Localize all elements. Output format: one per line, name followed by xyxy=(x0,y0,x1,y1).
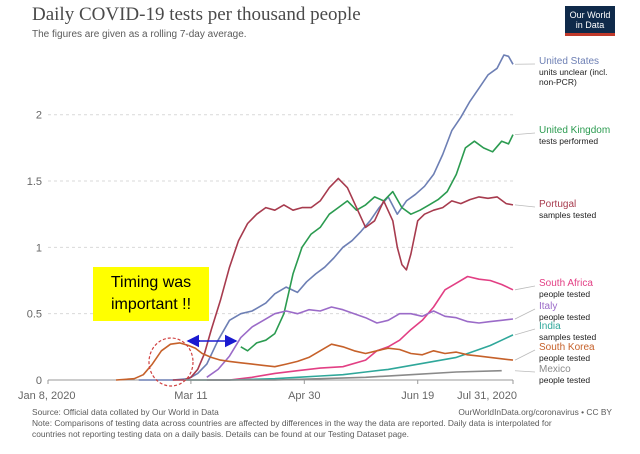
series-name-label: Mexico xyxy=(539,364,571,375)
logo-text-line2: in Data xyxy=(575,20,605,30)
annotation-line1: Timing was xyxy=(110,274,192,291)
label-connector xyxy=(514,370,536,373)
series-name-label: Portugal xyxy=(539,199,576,210)
y-tick-label: 0 xyxy=(36,375,42,387)
x-tick-label: Jan 8, 2020 xyxy=(18,390,76,402)
y-tick-label: 0.5 xyxy=(27,309,42,321)
series-line xyxy=(184,369,502,381)
y-tick-label: 1 xyxy=(36,242,42,254)
owid-logo[interactable]: Our World in Data xyxy=(565,6,615,36)
series-sub-label: people tested xyxy=(539,353,590,363)
label-connector xyxy=(514,328,536,336)
x-axis-ticks: Jan 8, 2020 Mar 11 Apr 30 Jun 19 Jul 31, 202… xyxy=(18,380,517,402)
series-sub-label: people tested xyxy=(539,375,590,385)
series-sub-label: non-PCR) xyxy=(539,77,577,87)
series-sub-label: tests performed xyxy=(539,136,598,146)
label-connector xyxy=(514,132,536,135)
series-name-label: South Africa xyxy=(539,278,593,289)
x-tick-label: Jul 31, 2020 xyxy=(457,390,517,402)
annotation-marks xyxy=(148,334,238,387)
chart-title: Daily COVID-19 tests per thousand people xyxy=(32,4,361,25)
highlight-circle xyxy=(148,337,194,387)
annotation-line2: important !! xyxy=(110,296,192,313)
y-tick-label: 1.5 xyxy=(27,176,42,188)
series-line xyxy=(206,306,514,378)
x-tick-label: Mar 11 xyxy=(174,390,207,402)
series-name-label: Italy xyxy=(539,301,557,312)
logo-bar xyxy=(565,33,615,36)
footnote-line1: Note: Comparisons of testing data across… xyxy=(32,418,552,428)
series-sub-label: units unclear (incl. xyxy=(539,67,608,77)
series-line xyxy=(115,342,514,381)
label-connector xyxy=(514,204,536,208)
series-line xyxy=(138,54,514,381)
logo-text-line1: Our World xyxy=(569,10,611,20)
series-lines xyxy=(115,54,514,381)
series-sub-label: samples tested xyxy=(539,210,596,220)
chart-subtitle: The figures are given as a rolling 7-day… xyxy=(32,29,247,40)
series-line xyxy=(184,334,514,381)
series-sub-label: samples tested xyxy=(539,332,596,342)
label-connector xyxy=(514,285,536,291)
footnote-line2: countries not reporting testing data on … xyxy=(32,429,409,439)
series-name-label: India xyxy=(539,321,561,332)
series-line xyxy=(206,275,514,381)
source-note: Source: Official data collated by Our Wo… xyxy=(32,407,219,417)
series-name-label: United Kingdom xyxy=(539,125,610,136)
series-line xyxy=(172,177,514,381)
y-axis-ticks: 0 0.5 1 1.5 2 xyxy=(27,110,42,387)
timing-annotation-box: Timing was important !! xyxy=(93,267,209,321)
series-line xyxy=(240,134,514,352)
label-connector xyxy=(514,308,536,320)
series-name-label: United States xyxy=(539,56,599,67)
series-sub-label: people tested xyxy=(539,289,590,299)
label-connector xyxy=(514,349,536,361)
series-sub-label: people tested xyxy=(539,312,590,322)
x-tick-label: Apr 30 xyxy=(288,390,320,402)
x-tick-label: Jun 19 xyxy=(401,390,434,402)
series-name-label: South Korea xyxy=(539,342,595,353)
source-url[interactable]: OurWorldInData.org/coronavirus • CC BY xyxy=(458,407,612,417)
y-tick-label: 2 xyxy=(36,110,42,122)
